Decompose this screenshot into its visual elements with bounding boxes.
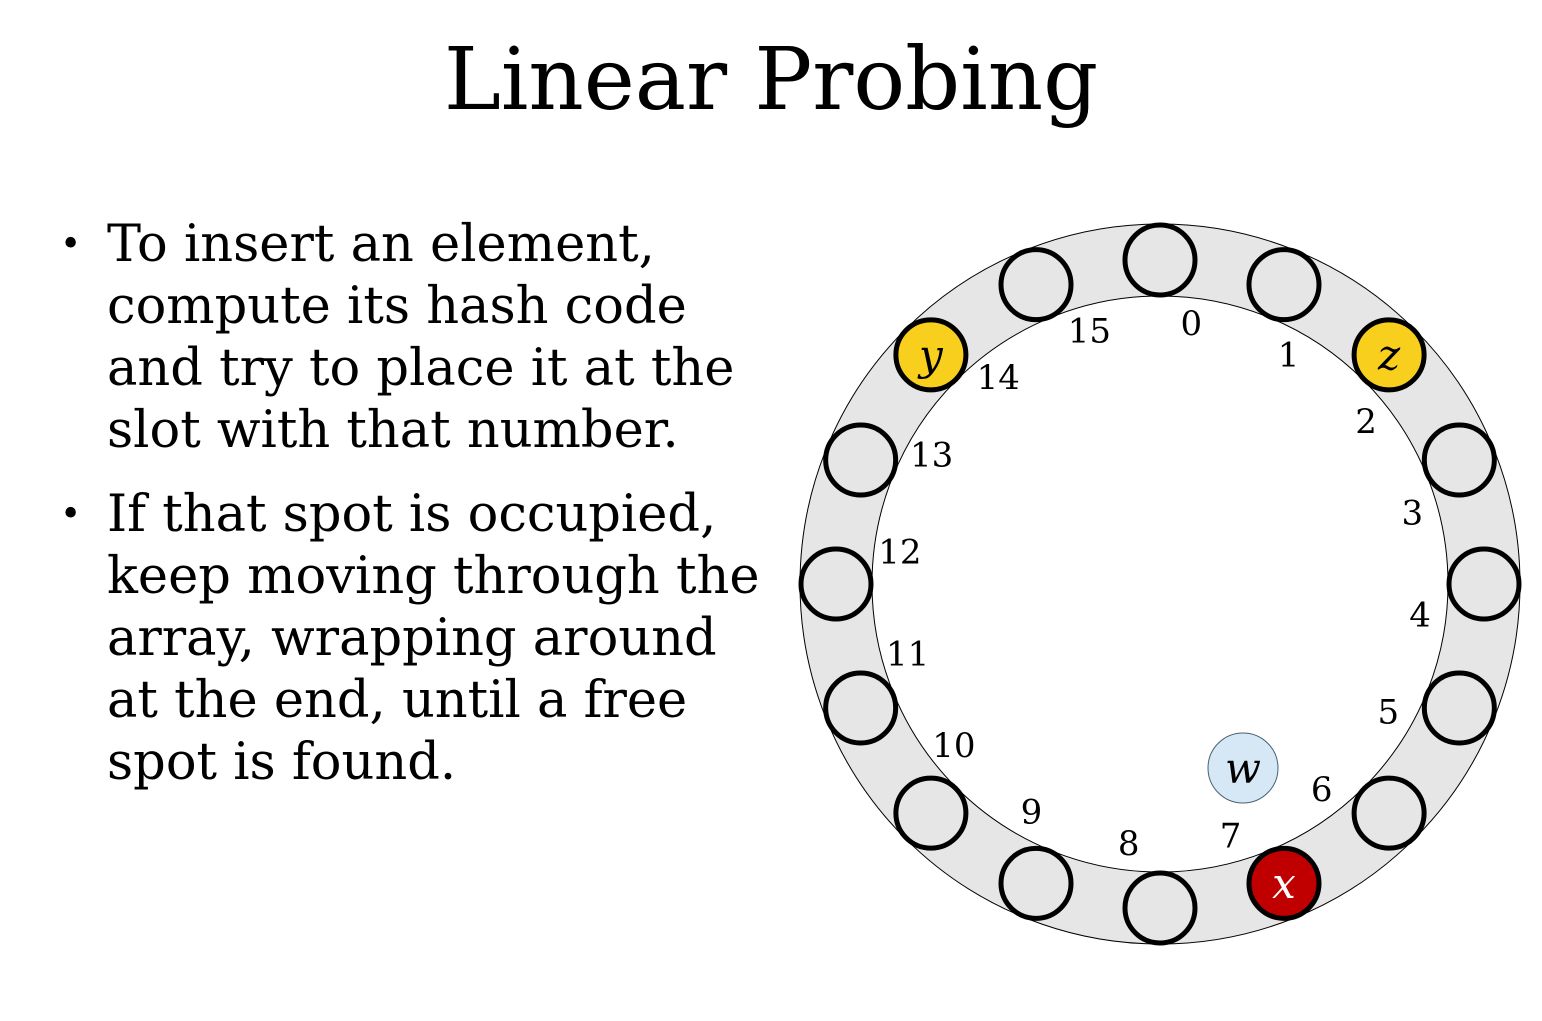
slot-4-circle (1446, 546, 1522, 622)
slot-7-value: x (1272, 859, 1296, 908)
slot-3-circle (1421, 422, 1497, 498)
slot-13-circle (823, 422, 899, 498)
bullet-text: To insert an element, compute its hash c… (107, 215, 735, 460)
slot-6-circle (1351, 775, 1427, 851)
slot-14-label: 14 (977, 358, 1020, 398)
slot-6-label: 6 (1311, 770, 1333, 810)
slot-8-circle (1122, 870, 1198, 946)
slot-5-circle (1421, 670, 1497, 746)
bullet-dot-icon: • (60, 494, 82, 535)
slot-2-label: 2 (1355, 402, 1377, 442)
slot-7-label: 7 (1220, 816, 1242, 856)
slot-9-label: 9 (1021, 792, 1043, 832)
slot-7-circle (1246, 845, 1322, 921)
slot-9-circle (998, 845, 1074, 921)
slot-11-label: 11 (886, 635, 929, 675)
slot-1-circle (1246, 247, 1322, 323)
slot-0-label: 0 (1181, 304, 1203, 344)
bullet-item: • To insert an element, compute its hash… (60, 214, 760, 462)
bullet-text: If that spot is occupied, keep moving th… (107, 485, 760, 792)
slot-2-value: z (1377, 330, 1401, 379)
pending-element-value: w (1225, 744, 1261, 793)
slot-10-circle (893, 775, 969, 851)
slot-8-label: 8 (1118, 824, 1140, 864)
slot-11-circle (823, 670, 899, 746)
slot-15-label: 15 (1068, 312, 1111, 352)
slot-12-label: 12 (878, 533, 921, 573)
pending-element: w (1207, 732, 1279, 804)
bullet-list: • To insert an element, compute its hash… (60, 214, 760, 816)
slot-3-label: 3 (1401, 493, 1423, 533)
slot-4-label: 4 (1409, 595, 1431, 635)
bullet-item: • If that spot is occupied, keep moving … (60, 484, 760, 794)
slot-14-value: y (917, 330, 944, 379)
slot-5-label: 5 (1377, 693, 1399, 733)
slot-15-circle (998, 247, 1074, 323)
slot-14-circle (893, 317, 969, 393)
bullet-dot-icon: • (60, 224, 82, 265)
slot-2-circle (1351, 317, 1427, 393)
slots-group: z x y (798, 222, 1522, 946)
slot-12-circle (798, 546, 874, 622)
slot-13-label: 13 (910, 435, 953, 475)
pending-element-circle (1207, 732, 1279, 804)
slot-10-label: 10 (932, 726, 975, 766)
slot-0-circle (1122, 222, 1198, 298)
slide-title: Linear Probing (443, 30, 1099, 130)
slot-1-label: 1 (1278, 336, 1300, 376)
